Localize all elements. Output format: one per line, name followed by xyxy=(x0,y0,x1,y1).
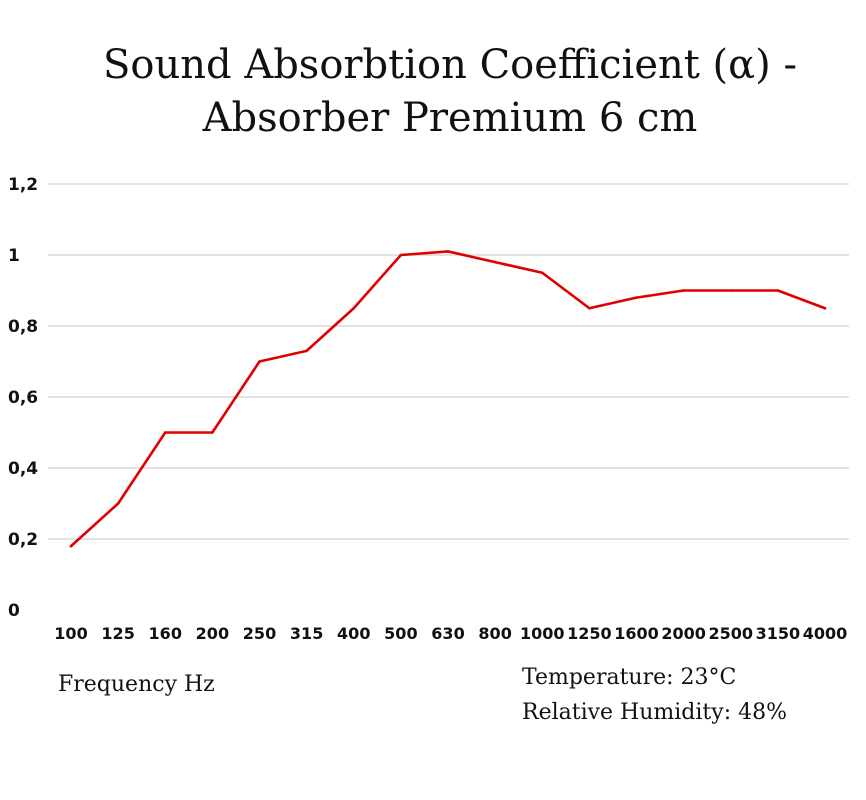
x-tick-label: 800 xyxy=(478,624,511,643)
data-point xyxy=(258,360,261,363)
data-point xyxy=(163,431,167,434)
x-tick-label: 500 xyxy=(384,624,417,643)
y-tick-label: 1 xyxy=(8,246,20,266)
x-tick-label: 2000 xyxy=(661,624,706,643)
conditions-annotation: Temperature: 23°C Relative Humidity: 48% xyxy=(522,665,787,725)
data-point xyxy=(305,349,308,353)
data-point xyxy=(682,289,685,292)
data-point xyxy=(823,306,827,310)
x-tick-label: 315 xyxy=(290,624,323,643)
y-axis-tick-labels: 0 0,2 0,4 0,6 0,8 1 1,2 xyxy=(8,175,38,621)
x-tick-label: 160 xyxy=(149,624,182,643)
temperature-note: Temperature: 23°C xyxy=(522,665,736,690)
absorption-series-line xyxy=(69,250,827,548)
x-tick-label: 1600 xyxy=(614,624,659,643)
y-tick-label: 0,6 xyxy=(8,388,38,408)
data-point xyxy=(116,502,120,505)
y-tick-label: 0,4 xyxy=(8,459,38,479)
data-point xyxy=(493,260,497,264)
chart-title-line-1: Sound Absorbtion Coefficient (α) - xyxy=(103,42,797,88)
data-point xyxy=(729,289,733,292)
x-tick-label: 1250 xyxy=(567,624,612,643)
y-tick-label: 0 xyxy=(8,601,20,621)
data-point xyxy=(352,306,356,310)
x-tick-label: 3150 xyxy=(756,624,801,643)
data-point xyxy=(540,271,544,275)
y-tick-label: 0,8 xyxy=(8,317,38,337)
data-point xyxy=(635,296,638,299)
x-tick-label: 1000 xyxy=(520,624,565,643)
x-axis-tick-labels: 100 125 160 200 250 315 400 500 630 800 1000 1250 16… xyxy=(54,624,847,643)
x-tick-label: 200 xyxy=(196,624,229,643)
humidity-note: Relative Humidity: 48% xyxy=(522,700,787,725)
chart-title-line-2: Absorber Premium 6 cm xyxy=(202,95,698,141)
x-tick-label: 100 xyxy=(54,624,87,643)
x-tick-label: 250 xyxy=(243,624,276,643)
gridlines xyxy=(48,183,849,540)
data-point xyxy=(69,544,73,548)
x-tick-label: 2500 xyxy=(708,624,753,643)
y-tick-label: 0,2 xyxy=(8,530,38,550)
data-point xyxy=(211,431,214,434)
x-tick-label: 125 xyxy=(101,624,134,643)
data-point xyxy=(588,306,591,310)
x-tick-label: 630 xyxy=(431,624,464,643)
x-axis-label: Frequency Hz xyxy=(58,672,215,697)
data-point xyxy=(399,253,403,257)
x-tick-label: 4000 xyxy=(803,624,848,643)
data-point xyxy=(776,289,780,292)
y-tick-label: 1,2 xyxy=(8,175,38,195)
x-tick-label: 400 xyxy=(337,624,370,643)
data-point xyxy=(446,250,450,253)
chart-title: Sound Absorbtion Coefficient (α) - Absor… xyxy=(103,42,797,141)
series-layer xyxy=(69,250,827,548)
